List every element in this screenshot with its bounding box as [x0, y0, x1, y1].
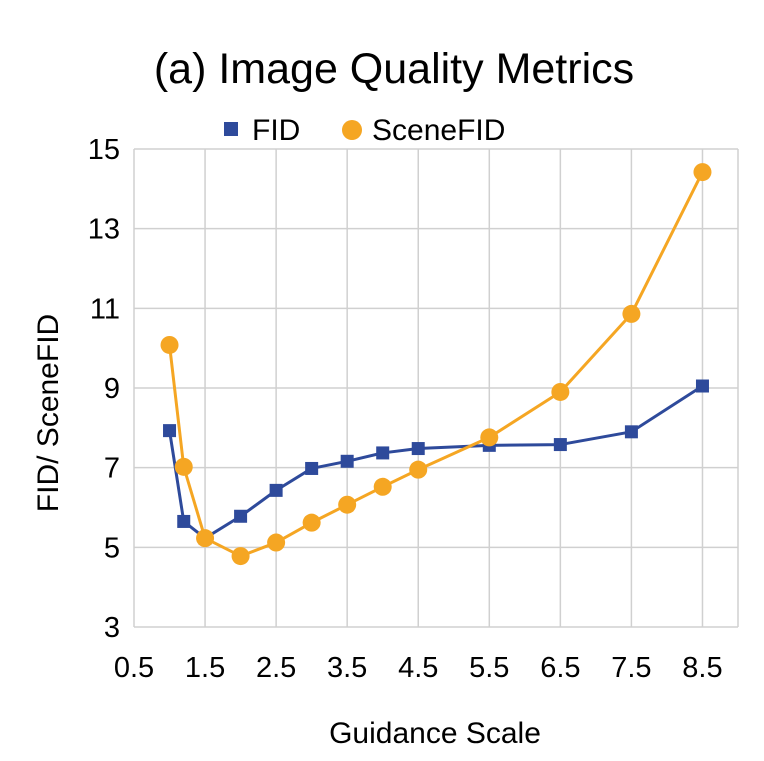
data-point-scenefid — [409, 460, 428, 479]
x-axis-ticks: 0.5 1.5 2.5 3.5 4.5 5.5 6.5 7.5 8.5 — [114, 652, 723, 684]
legend-label-scenefid: SceneFID — [372, 114, 505, 147]
data-point-fid — [624, 425, 638, 439]
chart-title: (a) Image Quality Metrics — [154, 45, 634, 93]
data-point-scenefid — [622, 304, 641, 323]
x-tick-label: 4.5 — [398, 652, 438, 684]
legend-swatch-scenefid — [342, 120, 362, 140]
data-point-scenefid — [267, 533, 286, 552]
legend: FID SceneFID — [224, 114, 505, 147]
x-tick-label: 8.5 — [682, 652, 722, 684]
x-tick-label: 6.5 — [540, 652, 580, 684]
x-tick-label: 1.5 — [185, 652, 225, 684]
data-point-fid — [305, 461, 319, 475]
data-point-scenefid — [338, 495, 357, 514]
data-point-fid — [376, 446, 390, 460]
series-scenefid — [160, 163, 712, 566]
data-point-fid — [234, 509, 248, 523]
y-tick-label: 11 — [90, 293, 120, 325]
y-tick-label: 3 — [104, 612, 120, 644]
data-point-scenefid — [302, 513, 321, 532]
data-point-scenefid — [196, 529, 215, 548]
y-tick-label: 7 — [104, 453, 120, 485]
data-point-fid — [177, 514, 191, 528]
data-point-scenefid — [480, 428, 499, 447]
x-tick-label: 5.5 — [469, 652, 509, 684]
x-tick-label: 2.5 — [256, 652, 296, 684]
x-tick-label: 3.5 — [327, 652, 367, 684]
x-tick-label: 0.5 — [114, 652, 154, 684]
legend-label-fid: FID — [252, 114, 300, 147]
y-tick-label: 5 — [104, 532, 120, 564]
x-tick-label: 7.5 — [611, 652, 651, 684]
data-point-fid — [553, 438, 567, 452]
data-point-scenefid — [174, 457, 193, 476]
data-point-scenefid — [551, 382, 570, 401]
data-point-fid — [695, 379, 709, 393]
series-layer — [160, 163, 712, 566]
data-point-scenefid — [160, 335, 179, 354]
data-point-scenefid — [231, 547, 250, 566]
data-point-fid — [411, 442, 425, 456]
series-line-scenefid — [168, 171, 704, 558]
data-point-fid — [163, 424, 177, 438]
y-tick-label: 9 — [104, 373, 120, 405]
data-point-scenefid — [373, 477, 392, 496]
data-point-scenefid — [693, 163, 712, 182]
gridlines — [133, 148, 739, 628]
data-point-fid — [340, 454, 354, 468]
legend-swatch-fid — [224, 122, 238, 136]
y-tick-label: 15 — [88, 134, 120, 166]
y-axis-title: FID/ SceneFID — [32, 314, 65, 512]
y-axis-ticks: 3 5 7 9 11 13 15 — [88, 134, 120, 644]
x-axis-title: Guidance Scale — [329, 717, 541, 750]
data-point-fid — [269, 483, 283, 497]
y-tick-label: 13 — [88, 214, 120, 246]
